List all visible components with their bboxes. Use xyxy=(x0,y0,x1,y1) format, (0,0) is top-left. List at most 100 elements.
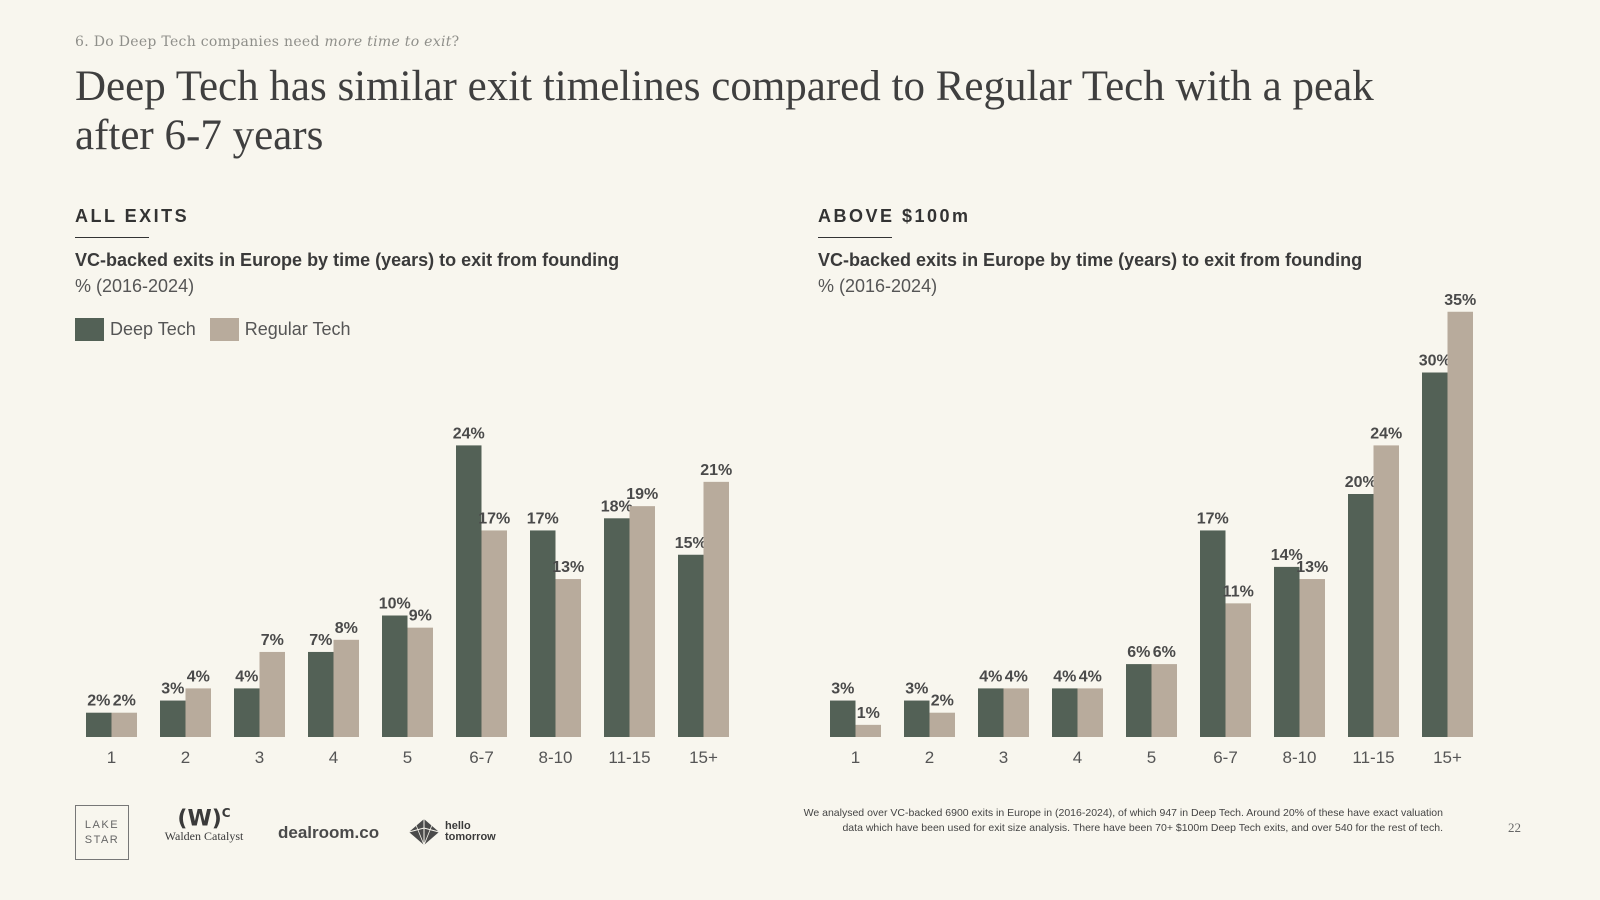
x-tick-label: 1 xyxy=(851,748,860,767)
walden-mark-sup: C xyxy=(221,806,231,820)
bar-regular-tech-all-6-7 xyxy=(481,530,507,737)
walden-mark: (W) xyxy=(177,806,222,832)
data-label: 7% xyxy=(261,632,284,649)
data-label: 14% xyxy=(1271,547,1303,564)
bar-deep-tech-100m-5 xyxy=(1126,664,1152,737)
bar-deep-tech-all-2 xyxy=(160,700,186,737)
panel-divider xyxy=(75,237,149,238)
bar-regular-tech-all-2 xyxy=(185,688,211,737)
data-label: 21% xyxy=(700,462,732,479)
x-tick-label: 6-7 xyxy=(469,748,494,767)
hello-tomorrow-logo: hello tomorrow xyxy=(408,818,496,846)
bar-deep-tech-all-6-7 xyxy=(456,445,482,737)
hello-tomorrow-line2: tomorrow xyxy=(445,831,496,843)
lake-star-logo-line2: STAR xyxy=(84,833,120,846)
bar-regular-tech-100m-1 xyxy=(855,724,881,737)
x-tick-label: 11-15 xyxy=(1352,748,1394,767)
bar-regular-tech-100m-2 xyxy=(929,712,955,737)
legend-item-deep-tech: Deep Tech xyxy=(75,318,196,341)
x-tick-label: 2 xyxy=(181,748,190,767)
data-label: 17% xyxy=(527,510,559,527)
panel-divider xyxy=(818,237,892,238)
page-number: 22 xyxy=(1508,820,1521,835)
data-label: 24% xyxy=(1370,425,1402,442)
bar-deep-tech-all-8-10 xyxy=(530,530,556,737)
lake-star-logo-line1: LAKE xyxy=(84,818,120,831)
data-label: 2% xyxy=(87,693,110,710)
data-label: 3% xyxy=(905,681,928,698)
chart-title-all-exits: VC-backed exits in Europe by time (years… xyxy=(75,250,620,270)
bar-regular-tech-100m-6-7 xyxy=(1225,603,1251,737)
bar-regular-tech-100m-11-15 xyxy=(1373,445,1399,737)
bar-regular-tech-100m-5 xyxy=(1151,664,1177,737)
footnote: We analysed over VC-backed 6900 exits in… xyxy=(735,806,1443,836)
data-label: 7% xyxy=(309,632,332,649)
chart-legend: Deep Tech Regular Tech xyxy=(75,318,364,341)
bar-regular-tech-all-8-10 xyxy=(555,579,581,737)
bar-deep-tech-all-4 xyxy=(308,651,334,737)
x-tick-label: 6-7 xyxy=(1213,748,1238,767)
bar-regular-tech-all-1 xyxy=(111,712,137,737)
data-label: 11% xyxy=(1223,583,1254,600)
bar-regular-tech-100m-3 xyxy=(1003,688,1029,737)
legend-item-regular-tech: Regular Tech xyxy=(209,318,350,341)
data-label: 4% xyxy=(1079,668,1102,685)
x-tick-label: 11-15 xyxy=(608,748,650,767)
bar-regular-tech-100m-8-10 xyxy=(1299,579,1325,737)
x-tick-label: 1 xyxy=(107,748,116,767)
x-tick-label: 3 xyxy=(255,748,264,767)
x-tick-label: 8-10 xyxy=(1282,748,1316,767)
data-label: 4% xyxy=(187,668,210,685)
bar-deep-tech-all-1 xyxy=(86,712,112,737)
data-label: 1% xyxy=(857,705,880,722)
chart-subtitle-above-100m: % (2016-2024) xyxy=(818,276,938,296)
data-label: 17% xyxy=(1197,510,1229,527)
bar-deep-tech-all-5 xyxy=(382,615,408,737)
bar-deep-tech-100m-3 xyxy=(978,688,1004,737)
data-label: 19% xyxy=(626,486,658,503)
x-tick-label: 2 xyxy=(925,748,934,767)
data-label: 35% xyxy=(1444,292,1476,309)
chart-subtitle-all-exits: % (2016-2024) xyxy=(75,276,195,296)
data-label: 2% xyxy=(113,693,136,710)
data-label: 13% xyxy=(1296,559,1328,576)
bar-deep-tech-100m-1 xyxy=(830,700,856,737)
data-label: 4% xyxy=(979,668,1002,685)
walden-catalyst-logo: (W)C Walden Catalyst xyxy=(158,806,250,844)
hello-tomorrow-line1: hello xyxy=(445,820,471,832)
data-label: 17% xyxy=(478,510,510,527)
diamond-icon xyxy=(408,819,440,846)
bar-deep-tech-all-11-15 xyxy=(604,518,630,737)
data-label: 18% xyxy=(601,498,633,515)
walden-name: Walden Catalyst xyxy=(164,829,244,844)
data-label: 4% xyxy=(1053,668,1076,685)
legend-swatch-regular-tech xyxy=(209,318,239,341)
data-label: 10% xyxy=(379,596,411,613)
x-tick-label: 4 xyxy=(329,748,338,767)
data-label: 4% xyxy=(235,668,258,685)
bar-regular-tech-100m-4 xyxy=(1077,688,1103,737)
bar-deep-tech-100m-2 xyxy=(904,700,930,737)
bar-regular-tech-all-4 xyxy=(333,639,359,737)
x-tick-label: 3 xyxy=(999,748,1008,767)
data-label: 4% xyxy=(1005,668,1028,685)
bar-deep-tech-all-15+ xyxy=(678,554,704,737)
x-tick-label: 8-10 xyxy=(538,748,572,767)
bar-regular-tech-100m-15+ xyxy=(1447,311,1473,737)
footnote-line1: We analysed over VC-backed 6900 exits in… xyxy=(803,807,1443,819)
data-label: 13% xyxy=(552,559,584,576)
x-tick-label: 5 xyxy=(1147,748,1156,767)
legend-swatch-deep-tech xyxy=(75,318,104,341)
chart-title-above-100m: VC-backed exits in Europe by time (years… xyxy=(818,250,1363,270)
bar-regular-tech-all-15+ xyxy=(703,481,729,737)
data-label: 9% xyxy=(409,608,432,625)
bar-regular-tech-all-3 xyxy=(259,651,285,737)
data-label: 15% xyxy=(675,535,707,552)
data-label: 24% xyxy=(453,425,485,442)
bar-deep-tech-100m-15+ xyxy=(1422,372,1448,737)
bar-regular-tech-all-11-15 xyxy=(629,506,655,737)
data-label: 30% xyxy=(1419,353,1451,370)
x-tick-label: 4 xyxy=(1073,748,1082,767)
data-label: 3% xyxy=(161,681,184,698)
